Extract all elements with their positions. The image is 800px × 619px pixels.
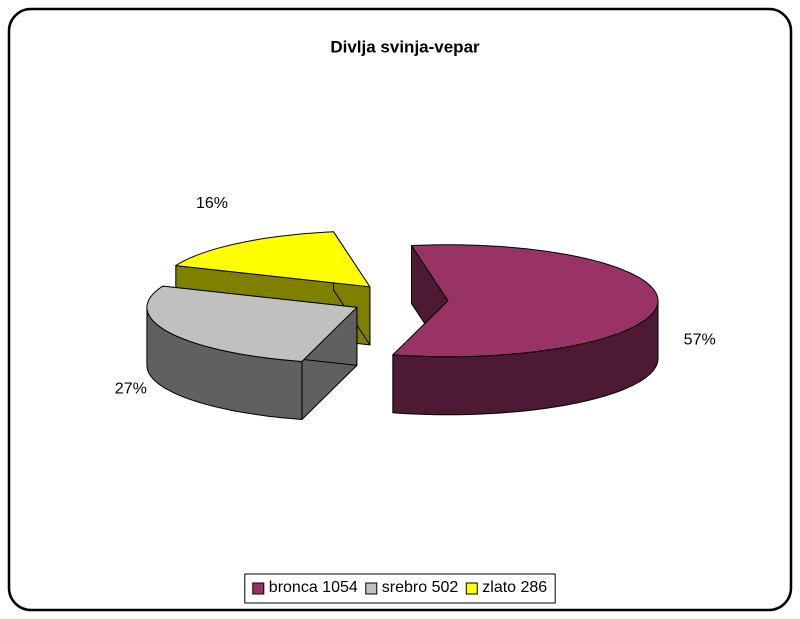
- legend-swatch: [365, 582, 378, 595]
- data-label: 27%: [115, 380, 147, 397]
- data-label: 16%: [196, 195, 228, 212]
- pie: 16% 57% 27%: [115, 195, 716, 420]
- legend-swatch: [252, 582, 265, 595]
- slice-top: [392, 244, 659, 358]
- legend-label: srebro 502: [382, 579, 459, 596]
- chart-title: Divlja svinja-vepar: [330, 37, 480, 56]
- slice-top: [175, 231, 371, 288]
- legend-swatch: [465, 582, 478, 595]
- legend: bronca 1054 srebro 502 zlato 286: [244, 573, 556, 604]
- slice-top: [146, 285, 358, 362]
- legend-box: [244, 573, 556, 604]
- legend-label: zlato 286: [482, 579, 547, 596]
- chart-frame: [7, 7, 793, 612]
- data-label: 57%: [684, 332, 716, 349]
- legend-label: bronca 1054: [269, 579, 358, 596]
